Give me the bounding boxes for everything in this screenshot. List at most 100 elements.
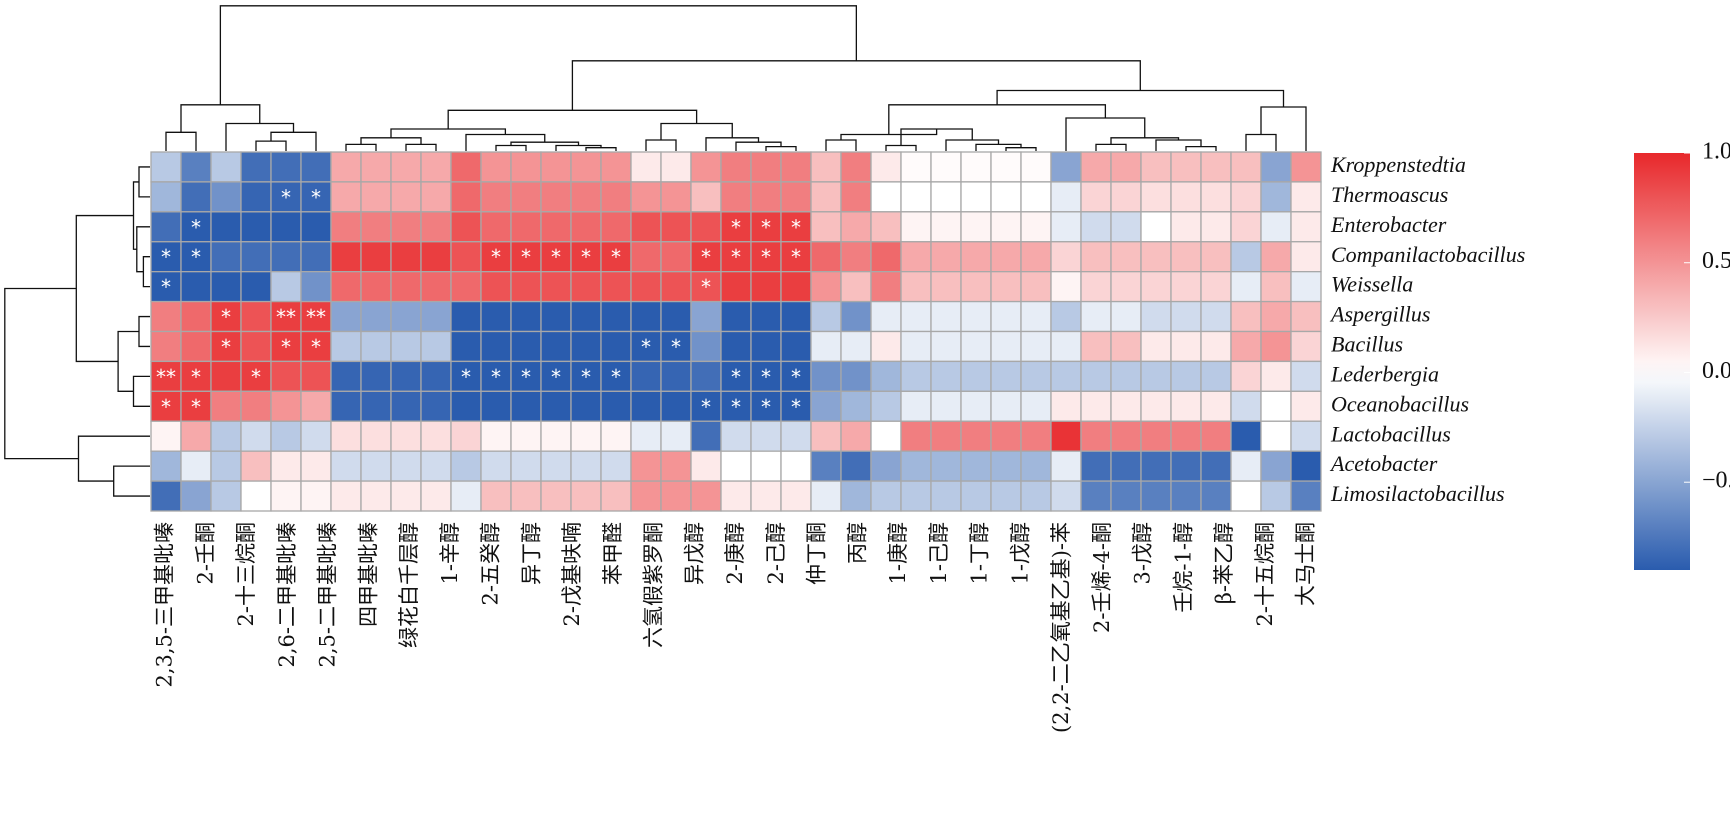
heat-cell: [1230, 211, 1262, 243]
heat-cell: [1080, 390, 1112, 422]
heat-cell: [660, 450, 692, 482]
heat-cell: [270, 330, 302, 363]
column-label: 1-丁醇: [968, 522, 992, 584]
row-label: Companilactobacillus: [1331, 242, 1525, 267]
heat-cell: [360, 330, 392, 363]
heat-cell: [420, 480, 452, 512]
heat-cell: [330, 480, 362, 512]
significance-mark: **: [156, 365, 176, 389]
heat-cell: [570, 211, 602, 243]
heat-cell: [210, 271, 242, 303]
heat-cell: [1140, 450, 1172, 482]
heat-cell: [540, 390, 572, 422]
column-label: 丙醇: [845, 522, 869, 564]
heat-cell: [390, 241, 422, 273]
row-label: Kroppenstedtia: [1330, 152, 1466, 177]
color-bar: [1634, 153, 1690, 570]
heat-cell: [1110, 181, 1142, 213]
significance-mark: *: [581, 245, 591, 269]
column-label: 2-五癸醇: [479, 522, 503, 605]
heat-cell: [600, 211, 632, 243]
heat-cell: [1170, 211, 1202, 243]
heat-cell: [930, 300, 962, 333]
heat-cell: [1200, 300, 1232, 333]
heat-cell: [330, 241, 362, 273]
heat-cell: [840, 450, 872, 482]
heat-cell: [300, 450, 332, 482]
heat-cell: [630, 271, 662, 303]
heat-cell: [210, 241, 242, 273]
heat-cell: [690, 330, 722, 363]
dendrogram-branch: [1005, 147, 1037, 151]
heat-cell: [660, 360, 692, 392]
heat-cell: [1230, 450, 1262, 482]
significance-mark: *: [791, 215, 801, 239]
heat-cell: [1140, 241, 1172, 273]
heat-cell: [1260, 151, 1292, 183]
row-label: Aspergillus: [1329, 302, 1430, 327]
heat-cell: [840, 420, 872, 452]
heat-cell: [480, 271, 512, 303]
heat-cell: [360, 181, 392, 213]
heat-cell: [180, 330, 212, 363]
heat-cell: [240, 480, 272, 512]
heat-cell: [1200, 151, 1232, 183]
heat-cell: [420, 300, 452, 333]
heat-cell: [360, 271, 392, 303]
heat-cell: [210, 151, 242, 183]
heat-cell: [180, 300, 212, 333]
heat-cell: [690, 300, 722, 333]
heat-cell: [1020, 271, 1052, 303]
heat-cell: [1110, 420, 1142, 452]
heat-cell: [330, 390, 362, 422]
heat-cell: [1260, 420, 1292, 452]
heat-cell: [870, 181, 902, 213]
heat-cell: [1230, 241, 1262, 273]
heat-cell: [570, 390, 602, 422]
significance-mark: *: [761, 365, 771, 389]
significance-mark: *: [491, 365, 501, 389]
heat-cell: [240, 420, 272, 452]
heat-cell: [1140, 211, 1172, 243]
significance-mark: *: [311, 335, 321, 359]
heat-cell: [1200, 211, 1232, 243]
column-label: 1-辛醇: [438, 522, 462, 584]
heat-cell: [450, 390, 482, 422]
heat-cell: [1170, 241, 1202, 273]
heat-cell: [570, 450, 602, 482]
heat-cell: [780, 211, 812, 243]
heat-cell: [510, 181, 542, 213]
color-bar-tick-label: 1.0: [1702, 139, 1730, 165]
heat-cell: [300, 480, 332, 512]
heat-cell: [690, 151, 722, 183]
heat-cell: [450, 211, 482, 243]
heat-cell: [1230, 390, 1262, 422]
heat-cell: [870, 360, 902, 392]
heat-cell: [270, 151, 302, 183]
heat-cell: [1050, 271, 1082, 303]
heat-cell: [960, 151, 992, 183]
heat-cell: [660, 480, 692, 512]
heat-cell: [660, 390, 692, 422]
heat-cell: [240, 330, 272, 363]
heat-cell: [210, 450, 242, 482]
heat-cell: [930, 151, 962, 183]
heat-cell: [960, 330, 992, 363]
heat-cell: [750, 420, 782, 452]
heat-cell: [1080, 450, 1112, 482]
heat-cell: [810, 420, 842, 452]
heat-cell: [270, 450, 302, 482]
heat-cell: [1200, 360, 1232, 392]
heat-cell: [390, 211, 422, 243]
row-label: Acetobacter: [1329, 451, 1438, 476]
heat-cell: [630, 151, 662, 183]
heat-cell: [660, 271, 692, 303]
column-label: 仲丁酮: [805, 522, 829, 585]
column-label: 绿花白千层醇: [397, 522, 421, 648]
heat-cell: [1050, 300, 1082, 333]
heat-cell: [690, 181, 722, 213]
heat-cell: [750, 241, 782, 273]
heat-cell: [1020, 151, 1052, 183]
heat-cell: [420, 211, 452, 243]
heat-cell: [990, 450, 1022, 482]
